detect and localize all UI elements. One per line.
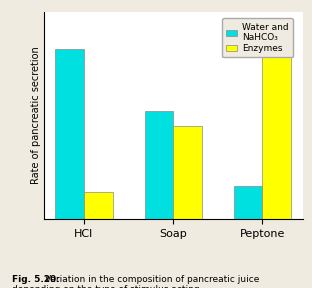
Bar [145, 111, 173, 219]
Bar [56, 49, 84, 219]
Text: Fig. 5.20:: Fig. 5.20: [12, 275, 60, 284]
Bar [262, 32, 291, 219]
Text: depending on the type of stimulus acting: depending on the type of stimulus acting [12, 285, 200, 288]
Text: Variation in the composition of pancreatic juice: Variation in the composition of pancreat… [45, 275, 260, 284]
Bar [84, 192, 113, 219]
Bar [173, 126, 202, 219]
Bar [234, 186, 262, 219]
Y-axis label: Rate of pancreatic secretion: Rate of pancreatic secretion [31, 46, 41, 184]
Legend: Water and
NaHCO₃, Enzymes: Water and NaHCO₃, Enzymes [222, 18, 293, 57]
